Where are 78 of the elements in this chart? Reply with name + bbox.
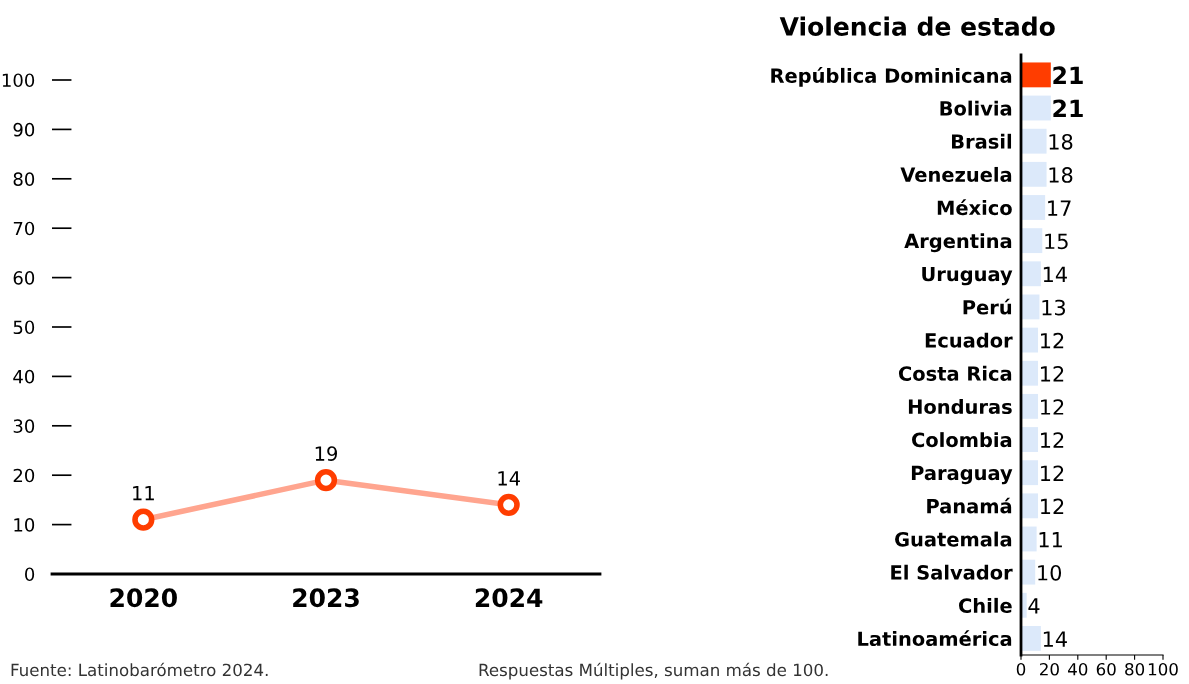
bar	[1021, 559, 1036, 585]
y-tick-label: 100	[2, 73, 35, 88]
x-tick-label: 2020	[110, 588, 177, 608]
source-note: Fuente: Latinobarómetro 2024.	[11, 662, 268, 677]
bar	[1021, 95, 1051, 121]
y-tick-label: Argentina	[904, 233, 1012, 253]
y-tick-label: Ecuador	[925, 332, 1013, 348]
data-label: 21	[1053, 99, 1083, 118]
bar	[1021, 195, 1046, 220]
data-label: 12	[1041, 465, 1064, 481]
y-tick-label: República Dominicana	[771, 67, 1012, 87]
data-label: 11	[1039, 532, 1062, 548]
data-label: 14	[1043, 631, 1067, 647]
data-label: 10	[1038, 564, 1062, 581]
y-tick-label: Uruguay	[922, 266, 1013, 286]
y-tick-label: Honduras	[908, 398, 1012, 415]
data-label: 12	[1041, 432, 1064, 448]
bar	[1021, 393, 1039, 419]
y-tick-label: Venezuela	[900, 166, 1012, 182]
y-tick-label: 10	[14, 518, 35, 532]
bar	[1021, 493, 1039, 519]
y-tick-label: México	[937, 199, 1012, 216]
data-label: 12	[1041, 498, 1064, 515]
x-tick-label: 20	[1040, 662, 1059, 676]
bar	[1021, 62, 1051, 88]
y-tick-label: Guatemala	[895, 531, 1012, 547]
bar	[1021, 625, 1041, 651]
bar	[1021, 460, 1039, 486]
y-tick-label: Panamá	[927, 497, 1012, 514]
y-tick-label: 50	[13, 320, 35, 335]
data-label: 18	[1049, 133, 1073, 150]
data-label: 12	[1041, 332, 1064, 349]
y-tick-label: 30	[13, 419, 35, 433]
y-tick-label: 70	[13, 221, 35, 236]
data-label: 11	[133, 486, 154, 501]
chart-title: Violencia de estado	[779, 16, 1055, 36]
data-label: 14	[1043, 266, 1067, 283]
y-tick-label: Brasil	[952, 133, 1012, 149]
y-tick-label: Colombia	[912, 432, 1012, 448]
x-tick-label: 0	[1016, 662, 1026, 676]
y-tick-label: 40	[13, 369, 35, 384]
data-label: 12	[1041, 366, 1064, 382]
data-label: 19	[315, 446, 337, 461]
bar	[1021, 327, 1039, 353]
data-label: 12	[1041, 399, 1064, 415]
bar	[1021, 526, 1037, 552]
bar	[1021, 261, 1041, 287]
data-label: 21	[1053, 66, 1083, 84]
y-tick-label: Perú	[963, 298, 1012, 315]
y-tick-label: 60	[13, 271, 35, 285]
data-label: 15	[1045, 233, 1068, 250]
bar	[1021, 427, 1039, 452]
x-tick-label: 60	[1096, 662, 1116, 676]
y-tick-label: 90	[13, 122, 35, 137]
x-tick-label: 100	[1148, 662, 1178, 676]
y-tick-label: 80	[13, 172, 35, 186]
data-label: 4	[1028, 598, 1040, 614]
x-tick-label: 2023	[293, 588, 359, 608]
data-label: 13	[1042, 299, 1066, 316]
x-tick-label: 2024	[475, 588, 543, 608]
data-label: 14	[498, 471, 520, 486]
y-tick-label: Chile	[959, 597, 1012, 613]
y-tick-label: El Salvador	[891, 564, 1013, 580]
data-label: 18	[1049, 167, 1073, 183]
x-tick-label: 40	[1068, 662, 1088, 676]
y-tick-label: 0	[25, 567, 35, 582]
y-tick-label: Bolivia	[940, 100, 1012, 116]
text: Respuestas Múltiples, suman más de 100.	[479, 662, 828, 680]
bar	[1021, 228, 1043, 254]
bar	[1021, 360, 1039, 386]
x-tick-label: 80	[1125, 662, 1145, 676]
y-tick-label: Paraguay	[911, 465, 1013, 485]
y-tick-label: Latinoamérica	[858, 630, 1012, 647]
data-label: 17	[1048, 200, 1071, 216]
bar	[1021, 128, 1047, 154]
bar	[1021, 161, 1047, 187]
y-tick-label: Costa Rica	[898, 365, 1012, 381]
y-tick-label: 20	[13, 468, 35, 483]
